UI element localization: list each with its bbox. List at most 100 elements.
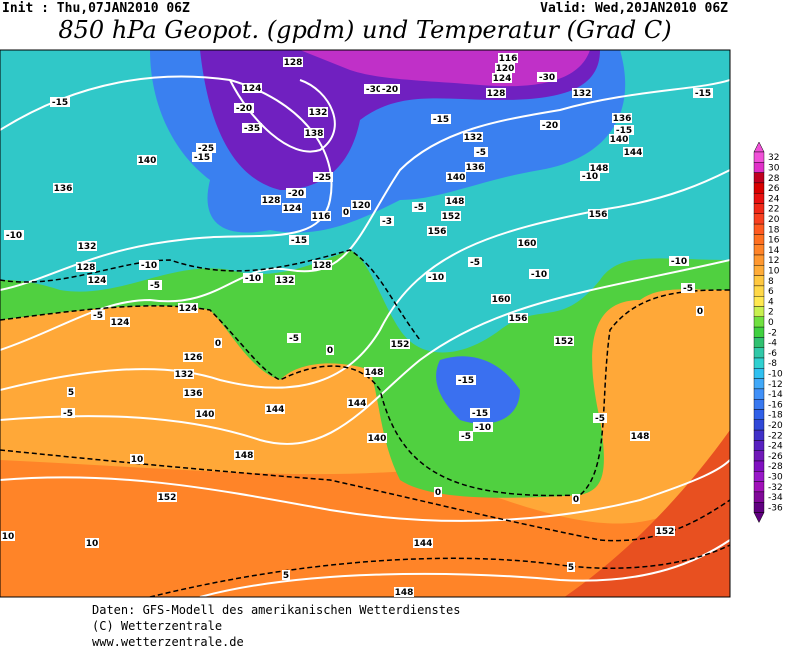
contour-label: 124 <box>111 318 130 328</box>
colorbar-label: 24 <box>768 194 780 204</box>
label-box <box>110 317 130 327</box>
contour-label: 148 <box>631 432 650 442</box>
label-box <box>630 431 650 441</box>
colorbar-swatch <box>753 172 765 184</box>
contour-label: 126 <box>184 353 203 363</box>
contour-labels: 128-15124-20-35132138-25-15140136-25-201… <box>1 53 713 597</box>
colorbar-swatch <box>753 409 765 421</box>
contour-label: -5 <box>595 414 605 424</box>
contour-label: 0 <box>215 339 221 349</box>
contour-label: 120 <box>496 64 515 74</box>
label-box <box>486 88 506 98</box>
colorbar-swatch <box>753 326 765 338</box>
label-box <box>612 113 632 123</box>
contour-label: -15 <box>695 89 711 99</box>
colorbar-label: -4 <box>768 339 777 349</box>
label-box <box>243 273 263 283</box>
contour-label: -15 <box>194 153 210 163</box>
contour-label: 116 <box>499 54 518 64</box>
label-box <box>311 211 331 221</box>
label-box <box>342 207 350 217</box>
contour-label: 140 <box>368 434 387 444</box>
contour-label: -35 <box>244 124 260 134</box>
label-box <box>287 333 301 343</box>
contour-label: 148 <box>365 368 384 378</box>
valid-time: Valid: Wed,20JAN2010 06Z <box>540 1 728 16</box>
label-box <box>261 195 281 205</box>
label-box <box>693 88 713 98</box>
contour-label: 148 <box>446 197 465 207</box>
contour-label: -20 <box>382 85 398 95</box>
label-box <box>495 63 515 73</box>
label-box <box>380 216 394 226</box>
label-box <box>183 352 203 362</box>
label-box <box>85 538 99 548</box>
label-box <box>431 114 451 124</box>
label-box <box>174 369 194 379</box>
colorbar-arrow <box>753 141 765 153</box>
contour-label: 136 <box>184 389 203 399</box>
contour-label: 128 <box>77 263 96 273</box>
contour-label: -10 <box>245 274 261 284</box>
contour-label: 138 <box>305 129 324 139</box>
colorbar-label: 0 <box>768 318 774 328</box>
label-box <box>326 345 334 355</box>
colorbar-label: 32 <box>768 153 779 163</box>
contour-label: 140 <box>610 135 629 145</box>
colorbar-label: -20 <box>768 421 783 431</box>
colorbar-swatch <box>753 460 765 472</box>
colorbar-label: 8 <box>768 277 774 287</box>
label-box <box>434 487 442 497</box>
contour-label: 156 <box>509 314 528 324</box>
colorbar-swatch <box>753 306 765 318</box>
label-box <box>351 200 371 210</box>
contour-label: -30 <box>539 73 555 83</box>
colorbar-swatch <box>753 440 765 451</box>
label-box <box>491 294 511 304</box>
label-box <box>367 433 387 443</box>
label-box <box>234 450 254 460</box>
label-box <box>623 147 643 157</box>
contour-label: 120 <box>352 201 371 211</box>
label-box <box>446 172 466 182</box>
label-box <box>183 388 203 398</box>
label-box <box>427 226 447 236</box>
contour-label: -15 <box>433 115 449 125</box>
colorbar-arrow <box>753 512 765 524</box>
colorbar-swatch <box>753 234 765 245</box>
contour-label: 144 <box>348 399 367 409</box>
contour-label: 5 <box>283 571 289 581</box>
contour-label: -30 <box>366 85 382 95</box>
contour-label: 136 <box>466 163 485 173</box>
colorbar-swatch <box>753 203 765 215</box>
label-box <box>609 134 629 144</box>
label-box <box>139 260 159 270</box>
contour-label: -10 <box>141 261 157 271</box>
colorbar-swatch <box>753 151 765 163</box>
contour-label: 132 <box>175 370 194 380</box>
label-box <box>537 72 557 82</box>
colorbar-swatch <box>753 265 765 276</box>
contour-label: 10 <box>2 532 15 542</box>
colorbar-label: -14 <box>768 390 783 400</box>
contour-label: -10 <box>671 257 687 267</box>
colorbar-label: 20 <box>768 215 780 225</box>
contour-label: -5 <box>93 311 103 321</box>
colorbar-label: 30 <box>768 163 780 173</box>
cold-area <box>436 356 520 424</box>
colorbar-label: -30 <box>768 472 783 482</box>
label-box <box>304 128 324 138</box>
contour-label: 152 <box>442 212 461 222</box>
label-box <box>76 262 96 272</box>
contour-label: 140 <box>196 410 215 420</box>
label-box <box>61 408 75 418</box>
contour-label: -10 <box>475 423 491 433</box>
contour-label: -5 <box>63 409 73 419</box>
label-box <box>192 152 212 162</box>
label-box <box>282 570 290 580</box>
contour-label: -15 <box>616 126 632 136</box>
label-box <box>234 103 254 113</box>
label-box <box>459 431 473 441</box>
footer-line: www.wetterzentrale.de <box>92 635 244 648</box>
label-box <box>593 413 607 423</box>
